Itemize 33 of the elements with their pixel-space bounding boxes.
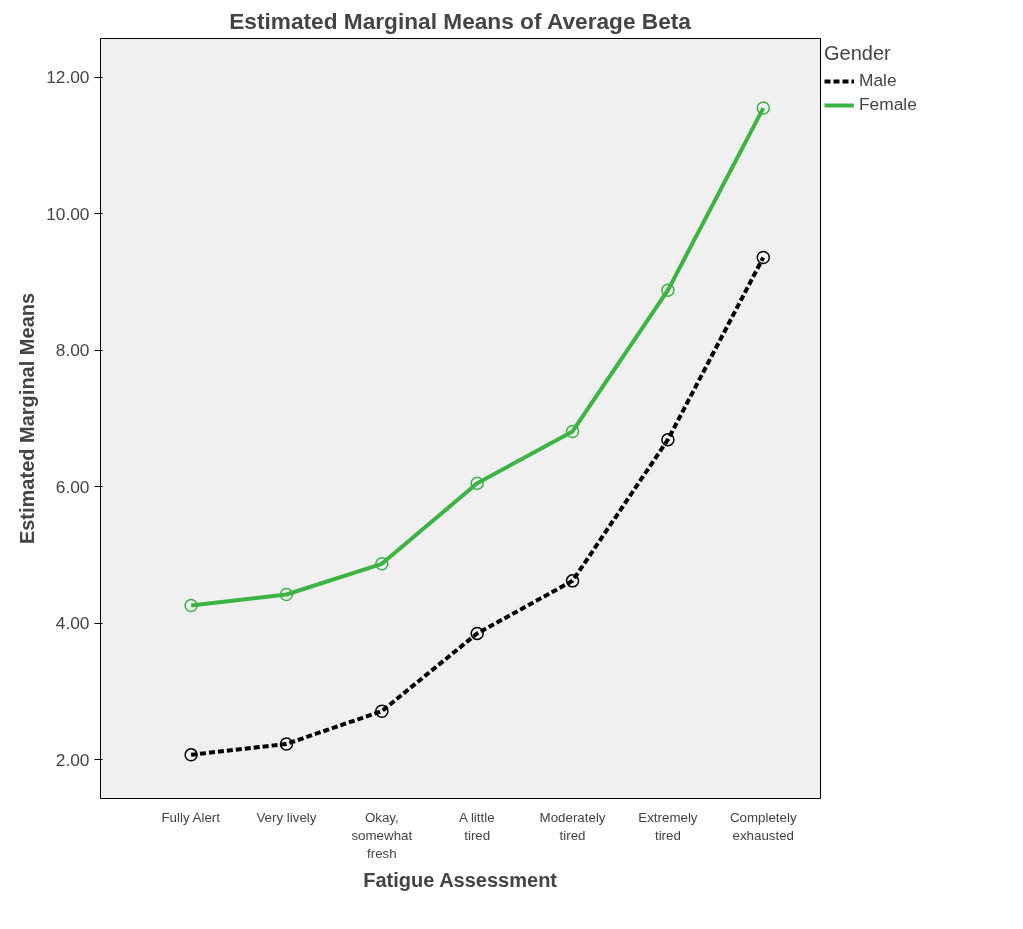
point xyxy=(470,626,484,641)
y-axis-title: Estimated Marginal Means xyxy=(16,292,39,545)
point xyxy=(661,432,675,447)
point xyxy=(756,101,771,115)
y-tick-label: 4.00 xyxy=(55,613,90,634)
y-tick-label: 2.00 xyxy=(55,749,90,770)
y-tick-label: 8.00 xyxy=(55,340,90,361)
point xyxy=(279,587,294,602)
x-tick-label: Completely exhausted xyxy=(729,809,797,843)
x-tick-label: Fully Alert xyxy=(161,809,221,825)
x-tick-label: Extremely tired xyxy=(638,809,698,843)
legend-label: Female xyxy=(859,94,917,115)
point xyxy=(184,748,198,762)
point xyxy=(375,557,389,571)
chart-title: Estimated Marginal Means of Average Beta xyxy=(229,7,692,34)
point xyxy=(375,704,389,718)
point xyxy=(756,250,771,265)
point xyxy=(661,283,675,297)
legend-title: Gender xyxy=(824,42,892,65)
x-tick-label: A little tired xyxy=(459,809,495,843)
x-axis-title: Fatigue Assessment xyxy=(363,868,558,891)
point xyxy=(565,424,580,439)
point xyxy=(184,598,198,613)
y-tick-label: 10.00 xyxy=(46,203,90,224)
y-tick-label: 6.00 xyxy=(55,476,90,497)
x-tick-label: Very lively xyxy=(256,809,317,825)
point xyxy=(565,574,580,588)
y-tick-label: 12.00 xyxy=(46,67,90,88)
legend-label: Male xyxy=(859,70,897,91)
x-tick-label: Okay, somewhat fresh xyxy=(351,809,413,861)
point xyxy=(279,737,294,751)
point xyxy=(470,476,484,491)
x-tick-label: Moderately tired xyxy=(539,809,606,843)
